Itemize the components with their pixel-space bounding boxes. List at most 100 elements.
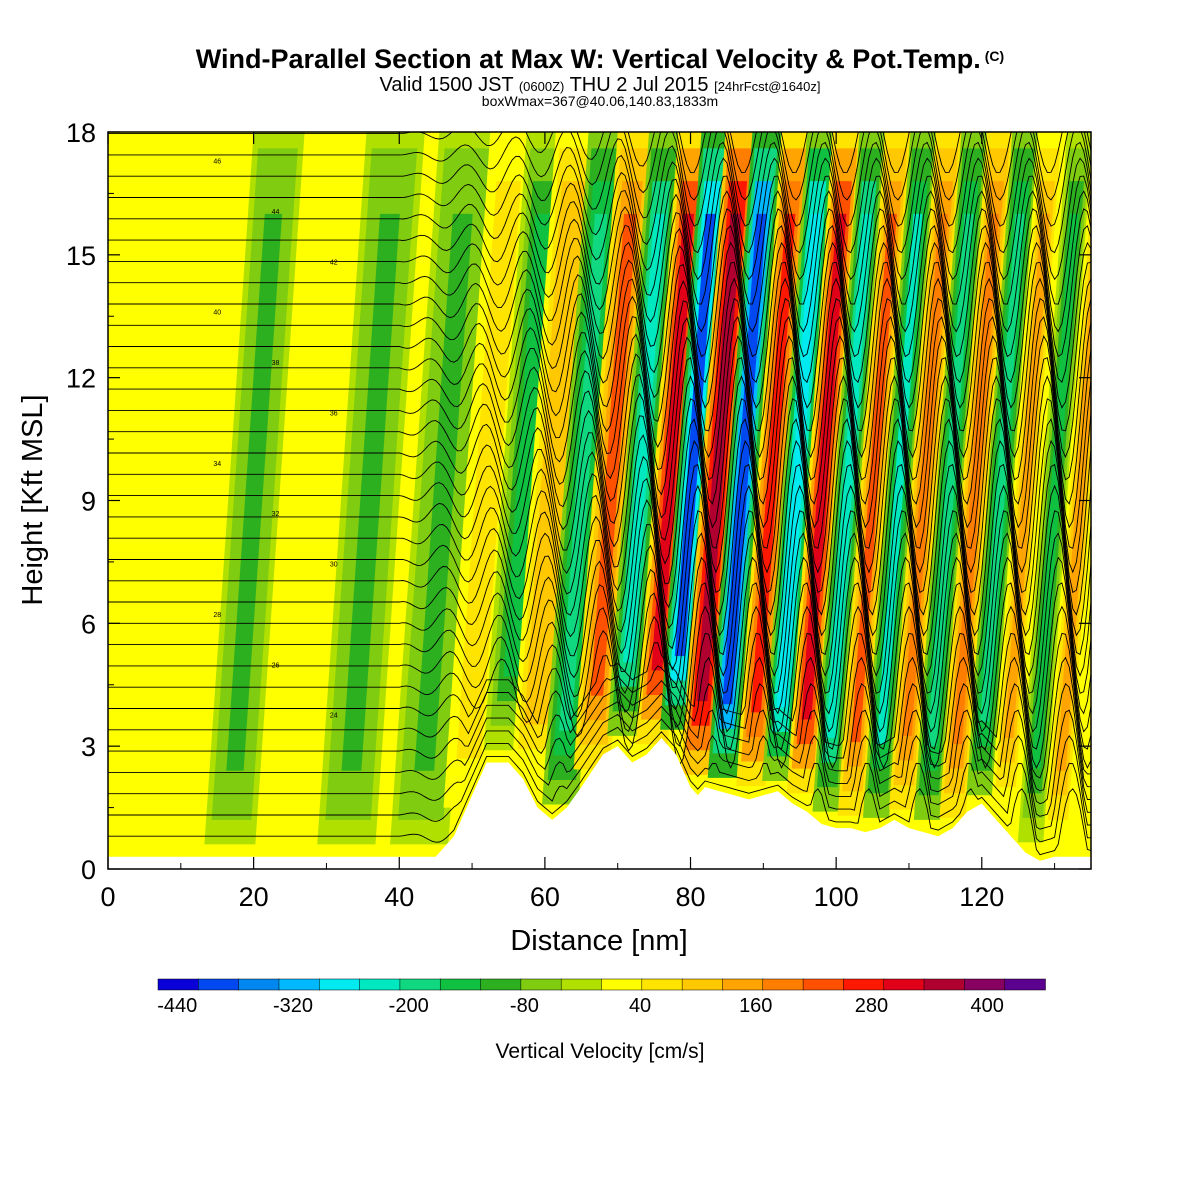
copyright-mark: (C) <box>984 48 1005 64</box>
isentrope-9 <box>108 556 1091 733</box>
velocity-band-22-3 <box>980 213 1025 722</box>
colorbar-swatch <box>278 978 321 991</box>
isentrope-2 <box>108 705 1091 830</box>
colorbar-tick-label: 160 <box>739 995 772 1017</box>
colorbar-swatch <box>601 978 643 991</box>
contour-label: 34 <box>213 461 221 468</box>
velocity-band-7-3 <box>590 213 637 696</box>
colorbar-swatch <box>238 978 280 991</box>
isentrope-29 <box>108 157 1091 281</box>
x-tick-label: 80 <box>675 882 705 912</box>
velocity-band-12-3 <box>722 213 767 705</box>
isentrope-22 <box>108 277 1091 459</box>
x-tick-label: 20 <box>239 882 269 912</box>
isentrope-6 <box>108 632 1091 779</box>
colorbar-swatch <box>762 978 804 991</box>
contour-label: 38 <box>272 360 280 367</box>
colorbar-swatch <box>964 978 1006 991</box>
contour-label: 24 <box>330 713 338 720</box>
box-info: boxWmax=367@40.06,140.83,1833m <box>481 93 719 109</box>
isentrope-17 <box>108 375 1091 574</box>
velocity-band-6-3 <box>559 213 608 731</box>
y-tick-label: 0 <box>81 855 96 885</box>
y-tick-label: 9 <box>81 487 96 517</box>
velocity-band-1-3 <box>341 213 400 771</box>
colorbar-tick-label: -200 <box>389 995 429 1017</box>
velocity-band-25-1 <box>1047 194 1091 820</box>
isentrope-12 <box>108 484 1091 677</box>
isentrope-13 <box>108 463 1091 656</box>
contour-label: 36 <box>330 410 338 417</box>
isentrope-24 <box>108 241 1091 409</box>
velocity-band-3-3 <box>463 213 514 734</box>
colorbar-swatch <box>439 978 482 991</box>
contour-label: 42 <box>330 259 338 266</box>
valid-time: Valid 1500 JST <box>379 74 514 96</box>
isentrope-18 <box>108 356 1091 549</box>
colorbar-swatch <box>399 978 441 991</box>
velocity-band-14-3 <box>776 213 821 708</box>
valid-date: THU 2 Jul 2015 <box>569 74 709 96</box>
isentrope-15 <box>108 418 1091 616</box>
colorbar-tick-label: -440 <box>157 995 197 1017</box>
isentrope-8 <box>108 582 1091 750</box>
chart-title: Wind-Parallel Section at Max W: Vertical… <box>0 44 1200 75</box>
colorbar-swatch <box>883 978 925 991</box>
x-tick-label: 40 <box>384 882 414 912</box>
isentrope-25 <box>108 224 1091 384</box>
colorbar-tick-label: 40 <box>629 995 651 1017</box>
velocity-band-0-3 <box>226 213 283 771</box>
x-tick-label: 100 <box>814 882 859 912</box>
contour-label: 40 <box>213 310 221 317</box>
x-axis: 0 20 40 60 80 100 120 <box>100 132 1056 912</box>
isentrope-7 <box>108 605 1091 769</box>
isentrope-16 <box>108 398 1091 594</box>
chart-title-text: Wind-Parallel Section at Max W: Vertical… <box>195 44 981 74</box>
x-tick-label: 60 <box>530 882 560 912</box>
isentrope-30 <box>108 141 1091 254</box>
velocity-band-24-3 <box>1031 213 1079 769</box>
colorbar-swatch <box>722 978 764 991</box>
colorbar-swatch <box>641 978 683 991</box>
isentrope-31 <box>108 132 1091 227</box>
colorbar-swatch <box>157 978 200 991</box>
x-tick-label: 0 <box>100 882 115 912</box>
isentrope-0 <box>108 731 1091 856</box>
colorbar-swatch <box>923 978 966 991</box>
colorbar: -440 -320 -200 -80 40 160 280 400 <box>157 978 1046 1017</box>
colorbar-tick-label: -320 <box>273 995 313 1017</box>
terrain-mask <box>108 738 1091 869</box>
isentrope-14 <box>108 439 1091 637</box>
contour-label: 32 <box>272 511 280 518</box>
velocity-band-4-3 <box>503 213 551 677</box>
contour-label: 46 <box>213 159 221 166</box>
isentrope-21 <box>108 297 1091 481</box>
y-axis-label: Height [Kft MSL] <box>17 394 49 605</box>
forecast-info: [24hrFcst@1640z] <box>714 79 821 94</box>
isentrope-26 <box>108 208 1091 358</box>
contour-label: 30 <box>330 562 338 569</box>
colorbar-swatch <box>1004 978 1046 991</box>
isentrope-5 <box>108 656 1091 792</box>
contour-label: 26 <box>272 662 280 669</box>
contour-label: 28 <box>213 612 221 619</box>
contour-label: 44 <box>272 209 280 216</box>
y-tick-label: 15 <box>66 241 96 271</box>
x-axis-label: Distance [nm] <box>510 925 687 957</box>
colorbar-tick-label: 400 <box>970 995 1003 1017</box>
potential-temperature-contours: 46 44 42 40 38 36 34 32 30 28 26 24 <box>108 132 1091 856</box>
isentrope-19 <box>108 335 1091 529</box>
chart-subtitle: Valid 1500 JST (0600Z) THU 2 Jul 2015 [2… <box>0 74 1200 97</box>
y-tick-label: 12 <box>66 364 96 394</box>
isentrope-28 <box>108 175 1091 305</box>
colorbar-swatch <box>681 978 724 991</box>
colorbar-swatch <box>359 978 401 991</box>
isentrope-10 <box>108 532 1091 715</box>
isentrope-23 <box>108 261 1091 432</box>
isentrope-32 <box>108 132 1091 201</box>
terrain-profile <box>108 738 1091 869</box>
isentrope-11 <box>108 510 1091 694</box>
valid-zulu: (0600Z) <box>518 79 565 94</box>
